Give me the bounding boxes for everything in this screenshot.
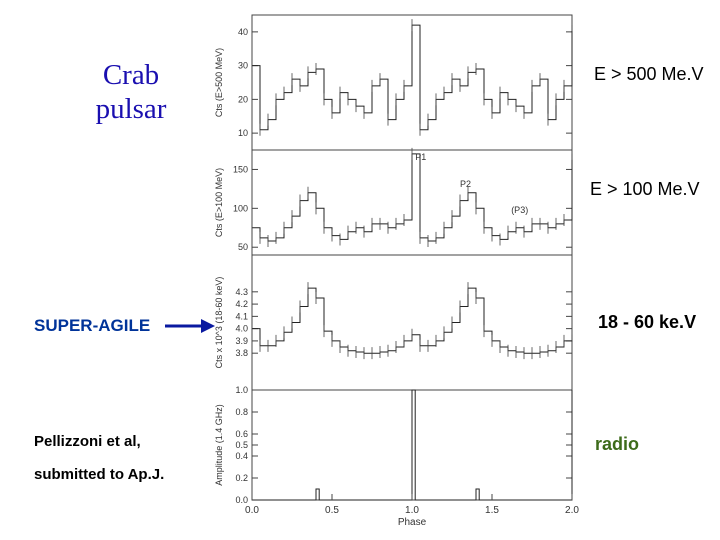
y-tick-label: 1.0 [235, 385, 248, 395]
light-curve-chart: 10 20 30 40 Cts (E>500 MeV) 50 100 150 Cts (E>10… [214, 14, 579, 528]
peak-annotation: (P3) [511, 205, 528, 215]
y-tick-label: 4.3 [235, 287, 248, 297]
reference-line-2: submitted to Ap.J. [34, 466, 165, 483]
x-tick-label: 0.0 [245, 505, 259, 516]
y-tick-label: 0.8 [235, 407, 248, 417]
y-tick-label: 3.9 [235, 336, 248, 346]
y-tick-label: 0.4 [235, 451, 248, 461]
y-tick-label: 150 [233, 164, 248, 174]
y-axis-label: Amplitude (1.4 GHz) [214, 404, 224, 486]
band-label-100mev: E > 100 Me.V [590, 179, 700, 199]
y-tick-label: 0.2 [235, 473, 248, 483]
band-label-500mev: E > 500 Me.V [594, 64, 704, 84]
series-line [252, 287, 573, 354]
y-tick-label: 0.5 [235, 440, 248, 450]
x-tick-label: 1.0 [405, 505, 419, 516]
title-line-2: pulsar [95, 93, 167, 125]
x-axis-label: Phase [398, 517, 427, 528]
y-tick-label: 0.6 [235, 429, 248, 439]
band-label-hard-xray: 18 - 60 ke.V [598, 312, 697, 332]
y-tick-label: 3.8 [235, 348, 248, 358]
y-axis-label: Cts x 10^3 (18-60 keV) [214, 277, 224, 369]
super-agile-label: SUPER-AGILE [34, 316, 151, 335]
peak-annotation: P1 [415, 152, 426, 162]
x-tick-label: 1.5 [485, 505, 499, 516]
peak-annotation: P2 [460, 179, 471, 189]
y-tick-label: 4.1 [235, 311, 248, 321]
x-tick-label: 2.0 [565, 505, 579, 516]
y-axis-label: Cts (E>500 MeV) [214, 48, 224, 117]
y-tick-label: 4.2 [235, 299, 248, 309]
y-tick-label: 100 [233, 203, 248, 213]
y-axis-label: Cts (E>100 MeV) [214, 168, 224, 237]
y-tick-label: 50 [238, 242, 248, 252]
band-label-radio: radio [595, 434, 640, 454]
y-tick-label: 20 [238, 94, 248, 104]
y-tick-label: 10 [238, 128, 248, 138]
y-tick-label: 4.0 [235, 324, 248, 334]
reference-line-1: Pellizzoni et al, [34, 433, 141, 450]
plot-title: Crab pulsar [62, 58, 200, 126]
y-tick-label: 0.0 [235, 495, 248, 505]
series-line [252, 389, 573, 501]
y-tick-label: 40 [238, 27, 248, 37]
y-tick-label: 30 [238, 61, 248, 71]
title-line-1: Crab [102, 59, 160, 91]
x-tick-label: 0.5 [325, 505, 339, 516]
arrow-right-icon [165, 319, 215, 333]
